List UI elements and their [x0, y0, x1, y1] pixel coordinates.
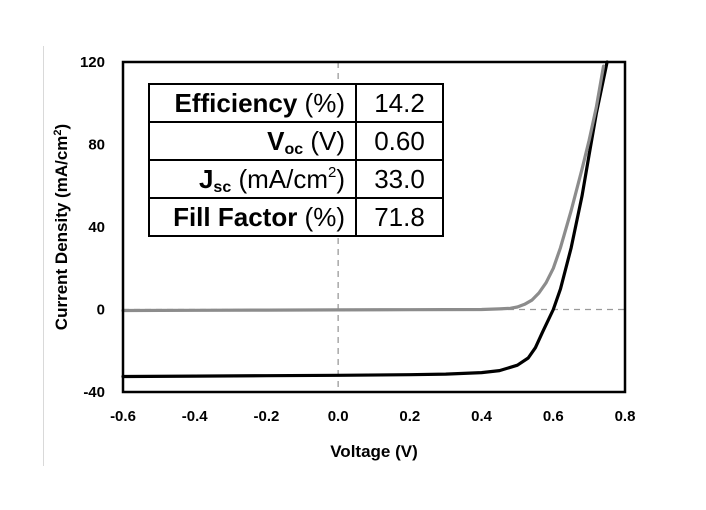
- page-margin-rule: [43, 46, 44, 466]
- stats-label-subscript: oc: [284, 140, 304, 158]
- x-tick-label: -0.2: [253, 408, 279, 425]
- stats-label-superscript: 2: [327, 163, 337, 181]
- stats-label: Voc (V): [148, 121, 357, 161]
- y-axis-title: Current Density (mA/cm2): [52, 124, 71, 330]
- x-tick-label: -0.6: [110, 408, 136, 425]
- y-axis-title-sup: 2: [52, 129, 64, 135]
- stats-row: Efficiency (%) 14.2: [148, 83, 444, 123]
- stats-label-bold: V: [267, 125, 285, 156]
- x-axis-title: Voltage (V): [330, 442, 418, 461]
- performance-stats-table: Efficiency (%) 14.2 Voc (V) 0.60 Jsc (mA/cm2…: [148, 83, 444, 237]
- stats-label-unit: (mA/cm: [231, 163, 328, 194]
- stats-label: Fill Factor (%): [148, 197, 357, 237]
- y-tick-label: 40: [88, 219, 105, 236]
- stats-value: 71.8: [355, 197, 444, 237]
- stats-label-unit: (%): [297, 201, 345, 232]
- stats-label: Jsc (mA/cm2): [148, 159, 357, 199]
- stats-label-subscript: sc: [213, 178, 232, 196]
- x-tick-label: 0.8: [615, 408, 636, 425]
- x-tick-label: 0.6: [543, 408, 564, 425]
- x-tick-label: 0.0: [328, 408, 349, 425]
- x-tick-label: -0.4: [182, 408, 209, 425]
- y-tick-label: -40: [83, 384, 105, 401]
- stats-label-unit: (V): [303, 125, 345, 156]
- stats-label-end: ): [336, 163, 345, 194]
- y-axis-title-main: Current Density (mA/cm: [52, 136, 71, 331]
- plot-frame: [121, 60, 627, 394]
- stats-value: 33.0: [355, 159, 444, 199]
- stats-row: Jsc (mA/cm2) 33.0: [148, 159, 444, 199]
- stats-label-bold: Fill Factor: [173, 201, 298, 232]
- tick-labels: -0.6 -0.4 -0.2 0.0 0.2 0.4 0.6 0.8 -40 0 40 80 120: [80, 54, 635, 425]
- series-layer: [121, 60, 609, 379]
- stats-row: Fill Factor (%) 71.8: [148, 197, 444, 237]
- stats-value: 0.60: [355, 121, 444, 161]
- stats-label-unit: (%): [297, 87, 345, 118]
- y-tick-label: 0: [97, 302, 105, 319]
- series-line-2: [121, 64, 606, 313]
- y-tick-label: 80: [88, 137, 105, 154]
- stats-row: Voc (V) 0.60: [148, 121, 444, 161]
- x-tick-label: 0.2: [399, 408, 420, 425]
- x-tick-label: 0.4: [471, 408, 493, 425]
- stats-label-bold: Efficiency: [174, 87, 298, 118]
- y-axis-title-end: ): [52, 124, 71, 130]
- series-line-1: [121, 60, 609, 379]
- y-tick-label: 120: [80, 54, 105, 71]
- stats-label-bold: J: [198, 163, 214, 194]
- stats-value: 14.2: [355, 83, 444, 123]
- stats-label: Efficiency (%): [148, 83, 357, 123]
